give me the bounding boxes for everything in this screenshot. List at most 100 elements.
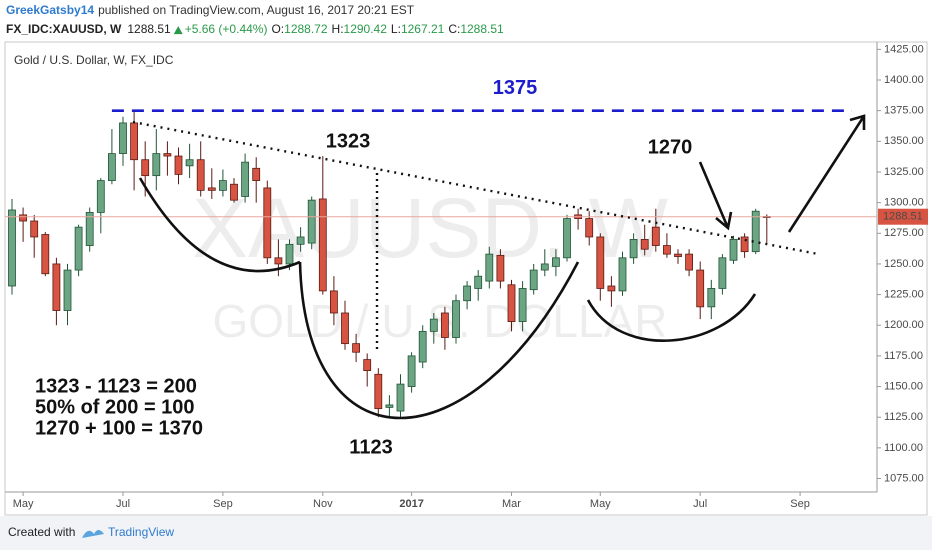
last-price-box — [878, 208, 928, 225]
candle-body — [529, 269, 538, 291]
candle-body — [407, 355, 416, 387]
candle-body — [651, 226, 660, 246]
drawings — [132, 114, 866, 420]
x-tick-label: Jul — [116, 498, 130, 510]
candle-body — [30, 220, 39, 238]
y-tick-label: 1250.00 — [884, 258, 924, 270]
high-label: H: — [332, 22, 344, 36]
y-tick-label: 1325.00 — [884, 166, 924, 178]
candle-body — [329, 290, 338, 314]
candle-body — [119, 122, 127, 154]
candle-body — [440, 312, 449, 338]
watermark-name: GOLD / U.S. DOLLAR — [212, 295, 667, 347]
candle-body — [607, 285, 616, 292]
candle-body — [285, 243, 294, 265]
candle-body — [596, 236, 605, 289]
candle-body — [341, 312, 349, 345]
candle-body — [85, 212, 94, 246]
candle-body — [685, 253, 693, 271]
plot — [5, 110, 877, 418]
y-tick-label: 1200.00 — [884, 319, 924, 331]
candle-body — [674, 253, 682, 257]
x-tick-label: Sep — [213, 498, 233, 510]
x-tick-label: Sep — [790, 498, 810, 510]
last-price-label: 1288.51 — [883, 211, 923, 223]
candle-body — [141, 159, 150, 177]
y-tick-label: 1125.00 — [884, 411, 923, 423]
candle-body — [552, 257, 560, 267]
footer-text: Created with — [8, 525, 75, 539]
candle-body — [185, 159, 194, 167]
candle-body — [296, 236, 305, 245]
candle-body — [218, 180, 227, 191]
y-tick-label: 1175.00 — [884, 350, 923, 362]
candle-body — [163, 153, 172, 157]
high-value: 1290.42 — [344, 22, 388, 36]
author[interactable]: GreekGatsby14 — [6, 3, 94, 17]
x-tick-label: Jul — [693, 498, 707, 510]
curve — [298, 261, 580, 420]
candle-body — [485, 253, 494, 282]
note: 50% of 200 = 100 — [35, 396, 195, 418]
x-tick-label: Mar — [502, 498, 521, 510]
candle-body — [96, 180, 105, 213]
candle-body — [52, 263, 61, 311]
open-label: O: — [271, 22, 284, 36]
candle-body — [629, 239, 638, 259]
candle-body — [263, 187, 272, 259]
note: 1270 + 100 = 1370 — [35, 417, 203, 439]
candle-body — [707, 288, 716, 308]
up-arrow-icon — [173, 26, 183, 35]
close-label: C: — [448, 22, 460, 36]
y-tick-label: 1225.00 — [884, 288, 924, 300]
candle-body — [274, 257, 283, 265]
arrow — [787, 114, 866, 233]
candle-body — [307, 199, 316, 244]
close-value: 1288.51 — [460, 22, 504, 36]
y-tick-label: 1375.00 — [884, 105, 924, 117]
candle-body — [718, 257, 727, 289]
publish-info: published on TradingView.com, August 16,… — [98, 3, 415, 17]
candle-body — [418, 330, 427, 363]
candle-body — [174, 155, 183, 175]
annotation: 1323 — [326, 130, 371, 152]
annotation: 1123 — [349, 436, 392, 458]
y-tick-label: 1075.00 — [884, 472, 924, 484]
y-tick-label: 1350.00 — [884, 135, 924, 147]
x-tick-label: 2017 — [399, 498, 423, 510]
curve — [138, 177, 301, 273]
candle-body — [663, 245, 671, 255]
x-tick-label: May — [590, 498, 611, 510]
candle-body — [352, 343, 361, 353]
low-label: L: — [391, 22, 401, 36]
target-label: 1375 — [493, 77, 538, 99]
candle-body — [463, 285, 472, 302]
note: 1323 - 1123 = 200 — [35, 375, 197, 397]
candle-body — [207, 187, 216, 191]
footer-brand[interactable]: TradingView — [108, 525, 174, 539]
candle-body — [518, 288, 527, 322]
footer-bar — [0, 516, 932, 550]
candle-body — [540, 263, 549, 271]
annotation: 1270 — [648, 136, 693, 158]
y-tick-label: 1425.00 — [884, 43, 924, 55]
y-tick-label: 1275.00 — [884, 227, 924, 239]
candle-body — [19, 214, 28, 222]
candle-body — [507, 284, 516, 322]
candle-body — [385, 404, 394, 408]
candle-body — [740, 236, 749, 253]
x-tick-label: Nov — [313, 498, 333, 510]
candle-body — [474, 275, 483, 289]
candle-body — [152, 153, 161, 177]
symbol: FX_IDC:XAUUSD, W — [6, 22, 122, 36]
candle-body — [429, 318, 438, 332]
candle-body — [396, 383, 405, 412]
candle-body — [585, 218, 594, 238]
candle-body — [41, 234, 50, 275]
y-tick-label: 1300.00 — [884, 197, 924, 209]
candle-body — [318, 198, 327, 292]
candle-body — [452, 300, 460, 338]
trend-line — [132, 120, 819, 256]
